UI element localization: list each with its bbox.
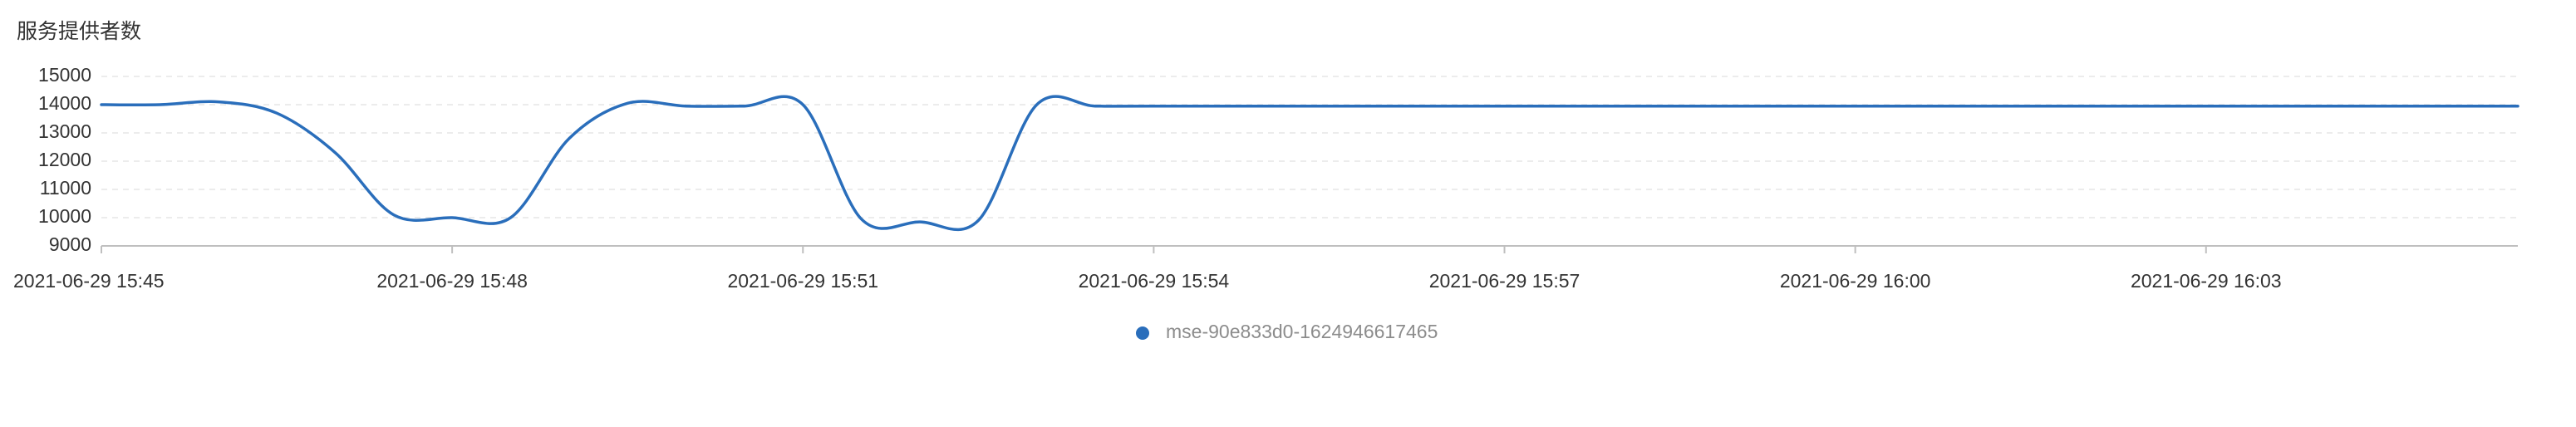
legend-marker (1136, 326, 1149, 340)
y-tick-label: 13000 (38, 120, 91, 142)
legend-label: mse-90e833d0-1624946617465 (1166, 321, 1438, 342)
x-tick-label: 2021-06-29 15:54 (1079, 270, 1230, 292)
y-tick-label: 10000 (38, 205, 91, 227)
y-tick-label: 11000 (40, 177, 91, 199)
x-axis: 2021-06-29 15:45 2021-06-29 15:48 2021-06-… (13, 245, 2518, 292)
y-tick-label: 9000 (49, 233, 91, 255)
series-lines (100, 95, 2519, 231)
x-tick-label: 2021-06-29 16:03 (2131, 270, 2282, 292)
y-tick-label: 12000 (38, 149, 91, 170)
x-tick-label: 2021-06-29 15:57 (1429, 270, 1581, 292)
chart-title: 服务提供者数 (17, 19, 142, 43)
series-line (100, 95, 2519, 231)
y-axis: 15000 14000 13000 12000 11000 10000 9000 (38, 64, 91, 255)
legend[interactable]: mse-90e833d0-1624946617465 (1136, 321, 1438, 342)
x-tick-label: 2021-06-29 15:45 (13, 270, 165, 292)
x-tick-label: 2021-06-29 16:00 (1780, 270, 1931, 292)
grid-lines (101, 76, 2518, 218)
y-tick-label: 15000 (38, 64, 91, 86)
legend-item[interactable]: mse-90e833d0-1624946617465 (1136, 321, 1438, 342)
x-tick-label: 2021-06-29 15:48 (376, 270, 528, 292)
x-tick-label: 2021-06-29 15:51 (727, 270, 878, 292)
y-tick-label: 14000 (38, 92, 91, 114)
